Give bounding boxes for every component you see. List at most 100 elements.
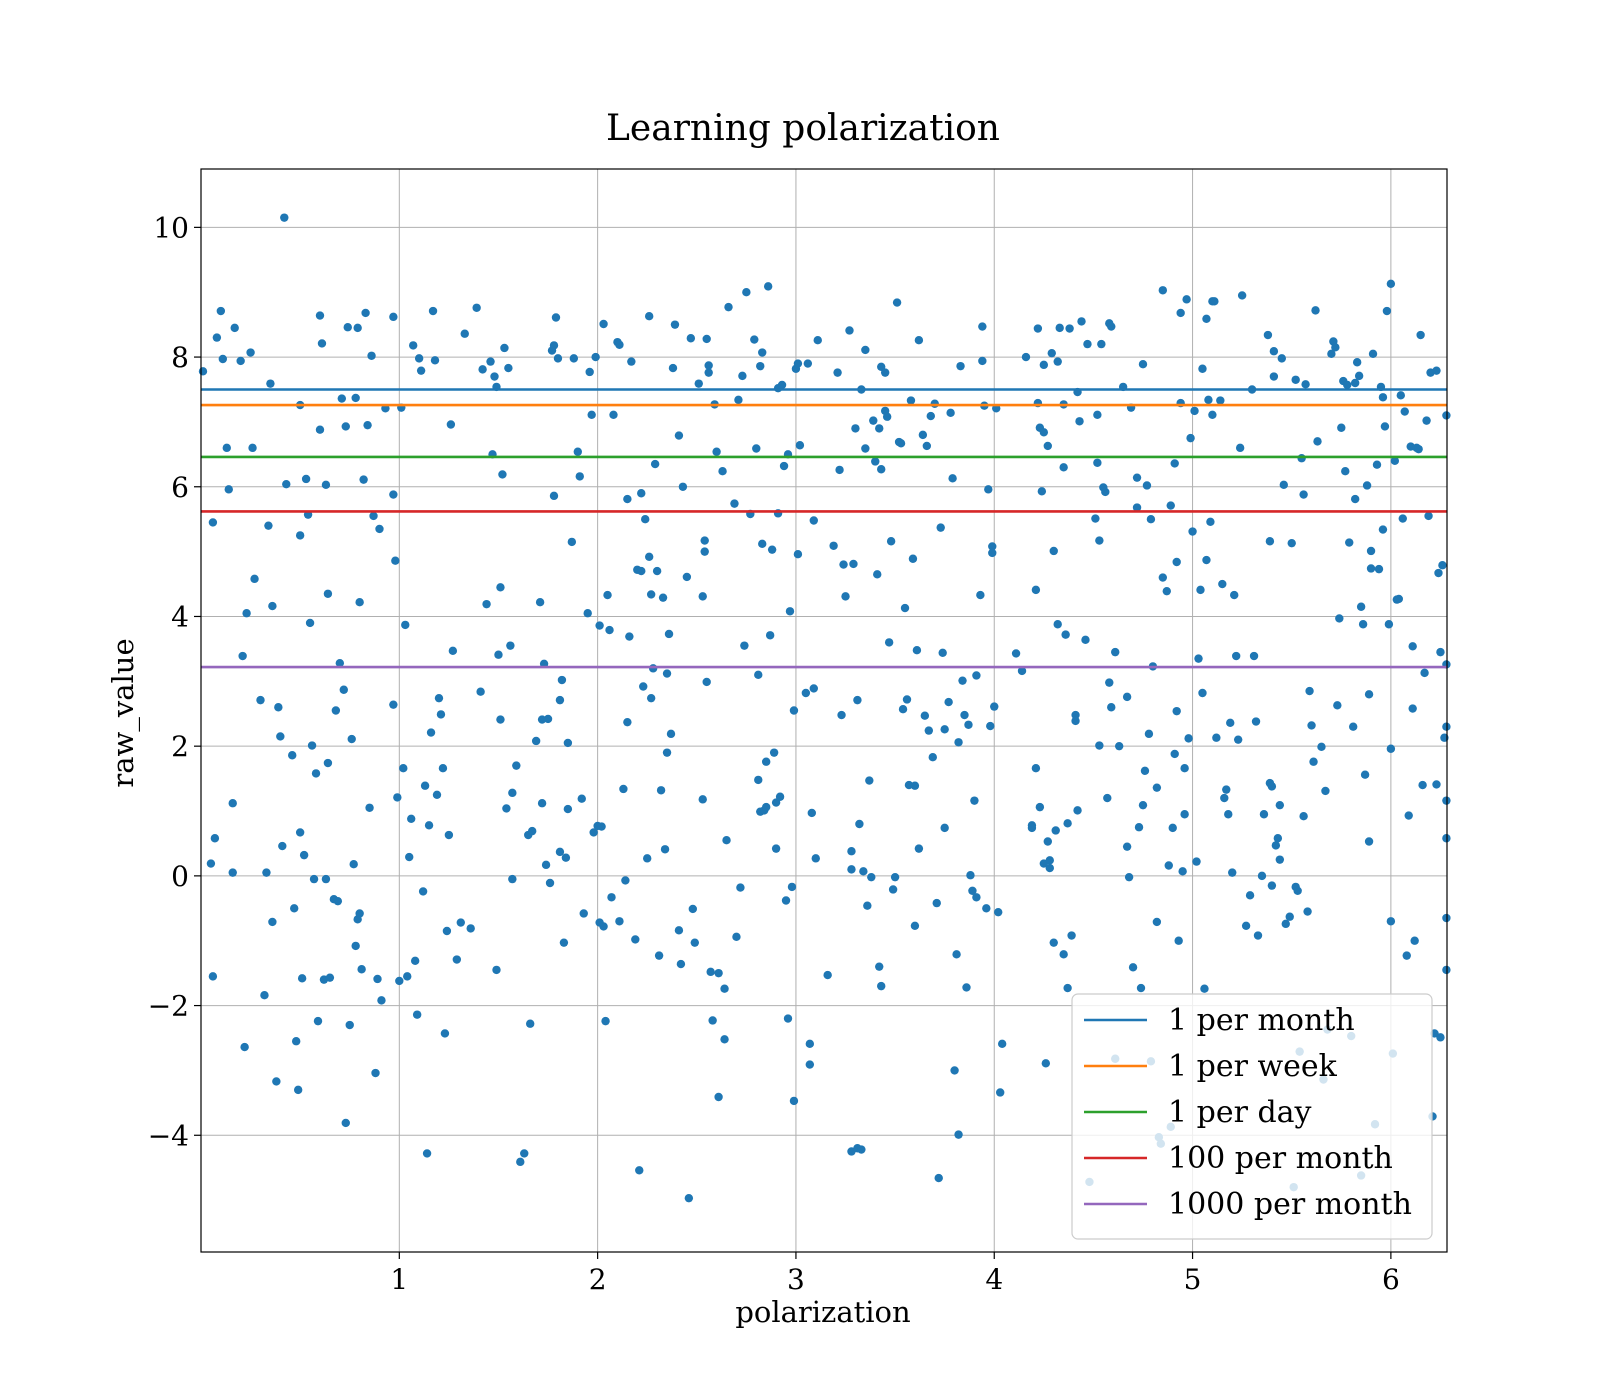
scatter-point (914, 336, 924, 345)
scatter-point (448, 646, 458, 656)
scatter-point (305, 618, 315, 628)
scatter-point (424, 821, 434, 830)
scatter-point (410, 956, 420, 966)
x-tick-label: 2 (589, 1263, 607, 1296)
scatter-point (198, 367, 208, 376)
x-axis-label: polarization (735, 1295, 910, 1329)
scatter-point (1358, 620, 1368, 629)
scatter-point (964, 720, 973, 729)
scatter-point (946, 408, 955, 418)
scatter-point (359, 475, 368, 484)
scatter-point (309, 874, 319, 884)
scatter-point (506, 641, 515, 650)
scatter-point (486, 357, 495, 366)
scatter-point (662, 748, 672, 757)
scatter-point (345, 1020, 354, 1030)
scatter-point (639, 682, 648, 691)
scatter-point (1366, 564, 1376, 573)
scatter-point (295, 531, 305, 540)
scatter-point (1279, 480, 1288, 490)
scatter-point (228, 799, 237, 808)
scatter-point (1011, 649, 1021, 658)
scatter-point (1237, 291, 1247, 300)
scatter-point (736, 883, 745, 892)
scatter-point (851, 424, 860, 433)
scatter-point (357, 965, 366, 974)
scatter-point (555, 695, 565, 705)
scatter-point (1170, 459, 1179, 468)
scatter-point (436, 710, 446, 719)
scatter-point (912, 645, 922, 655)
scatter-point (940, 823, 949, 833)
scatter-point (1343, 380, 1352, 390)
y-tick-label: −4 (148, 1119, 189, 1152)
scatter-point (670, 320, 680, 329)
scatter-point (472, 303, 481, 312)
scatter-point (579, 909, 588, 918)
scatter-point (1142, 481, 1152, 490)
scatter-point (353, 323, 362, 333)
scatter-point (242, 609, 251, 618)
scatter-point (758, 539, 767, 549)
scatter-point (1136, 983, 1146, 993)
scatter-point (954, 738, 963, 747)
scatter-point (1291, 375, 1300, 384)
y-tick-label: 8 (171, 341, 189, 374)
scatter-point (1144, 729, 1154, 739)
scatter-point (956, 361, 965, 371)
scatter-point (1333, 701, 1342, 710)
scatter-point (637, 566, 646, 576)
scatter-point (541, 860, 551, 870)
scatter-point (1277, 354, 1287, 363)
scatter-point (1105, 678, 1114, 687)
legend-label: 100 per month (1168, 1141, 1393, 1176)
scatter-point (375, 524, 384, 534)
scatter-point (1265, 537, 1275, 546)
scatter-point (966, 871, 975, 880)
scatter-point (954, 1130, 963, 1139)
scatter-point (1204, 395, 1213, 405)
scatter-point (1077, 317, 1086, 326)
scatter-point (1404, 811, 1413, 820)
scatter-point (809, 516, 818, 525)
scatter-point (714, 968, 723, 978)
scatter-point (880, 368, 890, 377)
scatter-point (1043, 837, 1052, 846)
scatter-point (1033, 324, 1043, 333)
scatter-point (1138, 800, 1148, 810)
scatter-point (1073, 806, 1082, 815)
scatter-point (355, 598, 364, 607)
scatter-point (1382, 306, 1392, 316)
scatter-point (884, 638, 894, 647)
scatter-point (1380, 422, 1390, 431)
scatter-point (323, 758, 333, 768)
legend-box (1071, 993, 1433, 1240)
scatter-point (1414, 444, 1423, 454)
scatter-point (793, 550, 803, 559)
scatter-point (494, 650, 503, 659)
scatter-point (365, 803, 374, 812)
scatter-point (567, 537, 577, 547)
scatter-point (865, 776, 874, 785)
scatter-point (1263, 330, 1273, 340)
scatter-point (789, 706, 799, 715)
scatter-point (867, 872, 876, 882)
scatter-point (698, 592, 707, 601)
scatter-point (704, 361, 713, 370)
scatter-point (575, 472, 584, 481)
scatter-point (767, 545, 777, 554)
scatter-point (1228, 868, 1237, 877)
scatter-point (297, 974, 307, 983)
scatter-point (972, 893, 981, 902)
scatter-point (621, 876, 630, 885)
scatter-point (1095, 741, 1104, 750)
scatter-point (1039, 360, 1049, 370)
scatter-point (920, 711, 930, 720)
scatter-point (706, 967, 715, 977)
scatter-point (1271, 841, 1281, 850)
scatter-point (341, 1118, 350, 1128)
scatter-point (660, 845, 670, 854)
scatter-point (573, 447, 582, 456)
scatter-point (902, 695, 912, 704)
scatter-point (958, 676, 967, 685)
